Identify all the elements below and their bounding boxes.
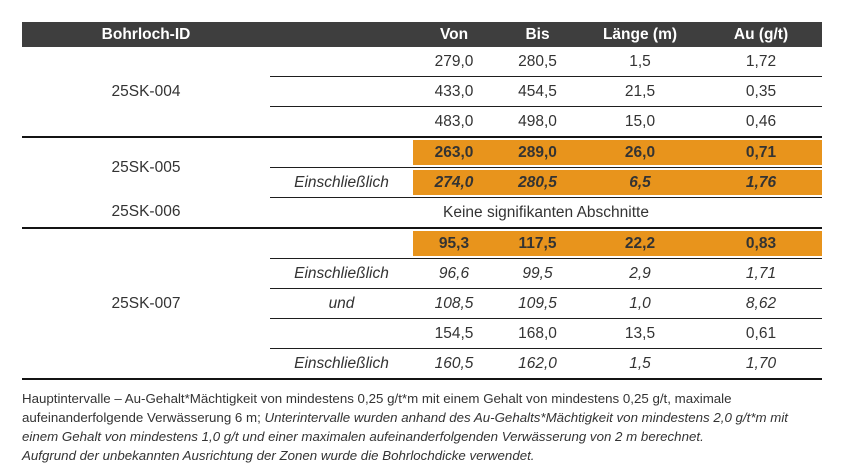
table-footnote: Hauptintervalle – Au-Gehalt*Mächtigkeit … xyxy=(22,383,822,464)
table-row-highlighted: 25SK-007 95,3 117,5 22,2 0,83 xyxy=(22,228,822,380)
laenge-cell: 21,5 xyxy=(580,76,700,107)
laenge-cell: 22,2 xyxy=(580,228,700,259)
von-cell: 160,5 xyxy=(413,348,495,380)
table-row: 154,5 168,0 13,5 0,61 xyxy=(22,318,822,349)
laenge-cell: 6,5 xyxy=(580,167,700,198)
qualifier-cell xyxy=(270,47,413,77)
footnote-sub-criteria: Unterintervalle wurden anhand des Au-Geh… xyxy=(22,410,788,444)
au-cell: 1,72 xyxy=(700,47,822,77)
von-cell: 433,0 xyxy=(413,76,495,107)
table-row: 25SK-004 279,0 280,5 1,5 1,72 xyxy=(22,47,822,138)
qualifier-cell: Einschließlich xyxy=(270,258,413,289)
von-cell: 263,0 xyxy=(413,137,495,168)
au-cell: 0,71 xyxy=(700,137,822,168)
bis-cell: 162,0 xyxy=(495,348,580,380)
column-header-bohrloch-id: Bohrloch-ID xyxy=(22,22,270,47)
qualifier-cell: Einschließlich xyxy=(270,167,413,198)
hole-id-cell: 25SK-005 xyxy=(111,158,181,176)
qualifier-cell xyxy=(270,318,413,349)
drill-results-table: Bohrloch-ID Von Bis Länge (m) Au (g/t) 2… xyxy=(22,22,822,380)
bis-cell: 280,5 xyxy=(495,47,580,77)
laenge-cell: 15,0 xyxy=(580,106,700,138)
laenge-cell: 26,0 xyxy=(580,137,700,168)
footnote-main-criteria: Hauptintervalle – Au-Gehalt*Mächtigkeit … xyxy=(22,391,732,425)
von-cell: 279,0 xyxy=(413,47,495,77)
qualifier-cell xyxy=(270,228,413,259)
laenge-cell: 1,5 xyxy=(580,47,700,77)
table-row: 483,0 498,0 15,0 0,46 xyxy=(22,106,822,138)
table-row: Einschließlich 160,5 162,0 1,5 1,70 xyxy=(22,348,822,380)
au-cell: 0,35 xyxy=(700,76,822,107)
table-row-highlighted: 25SK-005 263,0 289,0 26,0 0,71 xyxy=(22,137,822,176)
table-row: 433,0 454,5 21,5 0,35 xyxy=(22,76,822,107)
von-cell: 95,3 xyxy=(413,228,495,259)
au-cell: 8,62 xyxy=(700,288,822,319)
qualifier-cell xyxy=(270,76,413,107)
qualifier-cell: Einschließlich xyxy=(270,348,413,380)
von-cell: 96,6 xyxy=(413,258,495,289)
von-cell: 108,5 xyxy=(413,288,495,319)
column-header-bis: Bis xyxy=(495,22,580,47)
von-cell: 154,5 xyxy=(413,318,495,349)
qualifier-cell: und xyxy=(270,288,413,319)
no-intercepts-cell: Keine signifikanten Abschnitte xyxy=(270,197,822,229)
hole-id-cell: 25SK-006 xyxy=(22,197,270,229)
bis-cell: 168,0 xyxy=(495,318,580,349)
laenge-cell: 2,9 xyxy=(580,258,700,289)
qualifier-cell xyxy=(270,137,413,168)
au-cell: 1,70 xyxy=(700,348,822,380)
au-cell: 0,83 xyxy=(700,228,822,259)
column-header-au: Au (g/t) xyxy=(700,22,822,47)
column-header-von: Von xyxy=(413,22,495,47)
bis-cell: 117,5 xyxy=(495,228,580,259)
von-cell: 483,0 xyxy=(413,106,495,138)
bis-cell: 99,5 xyxy=(495,258,580,289)
table-row: und 108,5 109,5 1,0 8,62 xyxy=(22,288,822,319)
bis-cell: 289,0 xyxy=(495,137,580,168)
laenge-cell: 1,5 xyxy=(580,348,700,380)
von-cell: 274,0 xyxy=(413,167,495,198)
table-row-highlighted: Einschließlich 274,0 280,5 6,5 1,76 xyxy=(22,167,822,198)
au-cell: 1,76 xyxy=(700,167,822,198)
laenge-cell: 13,5 xyxy=(580,318,700,349)
bis-cell: 280,5 xyxy=(495,167,580,198)
hole-id-cell: 25SK-004 xyxy=(22,47,270,138)
au-cell: 0,46 xyxy=(700,106,822,138)
laenge-cell: 1,0 xyxy=(580,288,700,319)
bis-cell: 498,0 xyxy=(495,106,580,138)
qualifier-cell xyxy=(270,106,413,138)
footnote-orientation-note: Aufgrund der unbekannten Ausrichtung der… xyxy=(22,448,535,463)
au-cell: 0,61 xyxy=(700,318,822,349)
bis-cell: 454,5 xyxy=(495,76,580,107)
table-row: 25SK-006 Keine signifikanten Abschnitte xyxy=(22,197,822,229)
hole-id-cell: 25SK-007 xyxy=(22,228,270,380)
column-header-laenge: Länge (m) xyxy=(580,22,700,47)
table-row: Einschließlich 96,6 99,5 2,9 1,71 xyxy=(22,258,822,289)
column-header-qualifier xyxy=(270,22,413,47)
au-cell: 1,71 xyxy=(700,258,822,289)
table-header-row: Bohrloch-ID Von Bis Länge (m) Au (g/t) xyxy=(22,22,822,47)
bis-cell: 109,5 xyxy=(495,288,580,319)
